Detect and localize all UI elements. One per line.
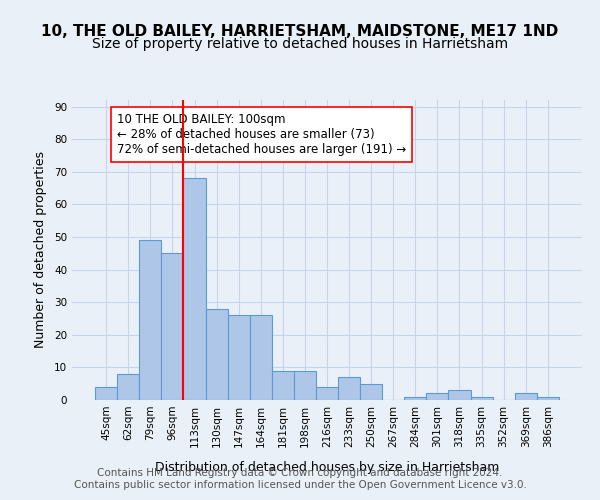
Bar [316, 387, 338, 400]
Bar [184, 178, 206, 400]
Bar [470, 396, 493, 400]
Text: Size of property relative to detached houses in Harrietsham: Size of property relative to detached ho… [92, 37, 508, 51]
Text: 10, THE OLD BAILEY, HARRIETSHAM, MAIDSTONE, ME17 1ND: 10, THE OLD BAILEY, HARRIETSHAM, MAIDSTO… [41, 24, 559, 39]
Bar [250, 315, 272, 400]
Bar [404, 396, 427, 400]
Bar [294, 370, 316, 400]
Bar [338, 377, 360, 400]
Text: 10 THE OLD BAILEY: 100sqm
← 28% of detached houses are smaller (73)
72% of semi-: 10 THE OLD BAILEY: 100sqm ← 28% of detac… [117, 113, 407, 156]
Bar [95, 387, 117, 400]
Text: Contains HM Land Registry data © Crown copyright and database right 2024.
Contai: Contains HM Land Registry data © Crown c… [74, 468, 526, 490]
Bar [448, 390, 470, 400]
X-axis label: Distribution of detached houses by size in Harrietsham: Distribution of detached houses by size … [155, 461, 499, 474]
Bar [139, 240, 161, 400]
Y-axis label: Number of detached properties: Number of detached properties [34, 152, 47, 348]
Bar [227, 315, 250, 400]
Bar [206, 308, 227, 400]
Bar [537, 396, 559, 400]
Bar [272, 370, 294, 400]
Bar [515, 394, 537, 400]
Bar [360, 384, 382, 400]
Bar [427, 394, 448, 400]
Bar [117, 374, 139, 400]
Bar [161, 254, 184, 400]
